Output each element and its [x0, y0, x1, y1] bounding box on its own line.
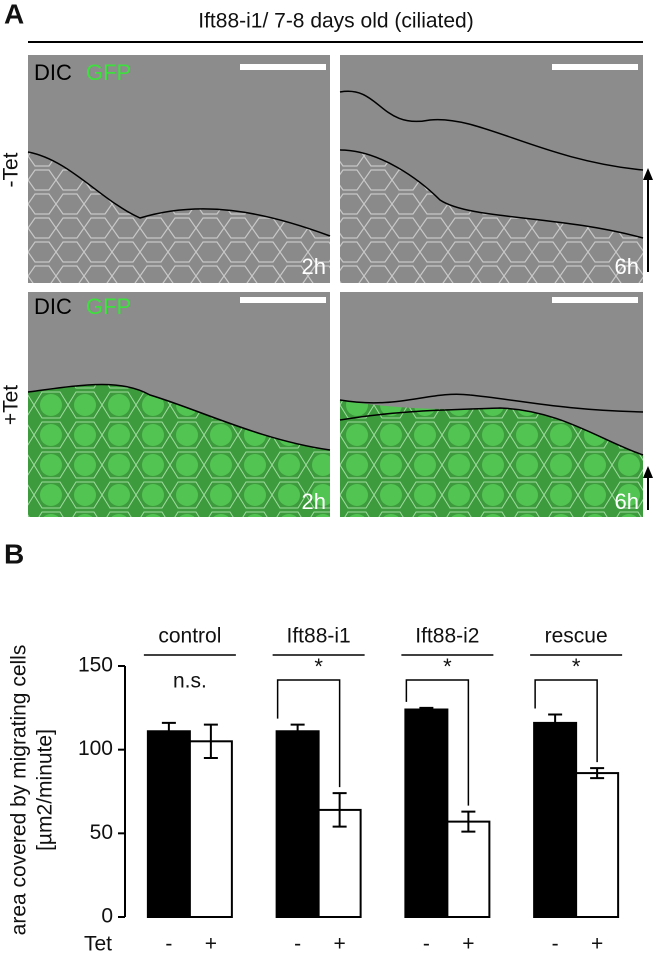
x-tick-label: +: [205, 933, 217, 956]
panel-letter: B: [4, 538, 24, 569]
error-bar: [548, 713, 563, 733]
image-top-left: [27, 55, 331, 283]
error-bar: [332, 792, 347, 828]
x-tick-label: -: [552, 933, 559, 956]
channel-label: DIC: [34, 294, 72, 319]
annotation: n.s.: [173, 670, 207, 693]
error-bar: [419, 706, 434, 713]
migration-arrow: [643, 168, 653, 510]
time-label: 6h: [615, 254, 639, 279]
x-tick-label: +: [591, 933, 603, 956]
y-axis-label: [µm2/minute]: [34, 729, 57, 851]
time-label: 6h: [615, 489, 639, 514]
y-tick-label: 150: [78, 654, 113, 677]
row-label: +Tet: [0, 385, 23, 425]
y-tick-label: 50: [90, 821, 113, 844]
group-label: control: [158, 625, 221, 648]
x-tick-label: +: [333, 933, 345, 956]
image-bottom-left: [27, 292, 331, 517]
panel-letter: A: [4, 0, 24, 29]
annotation: *: [443, 654, 452, 679]
bar: [575, 772, 620, 918]
channel-label: GFP: [86, 60, 131, 85]
error-bar: [290, 723, 305, 739]
significance-bracket: [534, 679, 598, 763]
channel-label: DIC: [34, 60, 72, 85]
error-bar: [461, 810, 476, 833]
x-axis-label: Tet: [84, 933, 112, 956]
x-tick-label: -: [165, 933, 172, 956]
image-top-right: [339, 55, 644, 283]
y-axis-label: area covered by migrating cells: [8, 645, 31, 936]
time-label: 2h: [302, 254, 326, 279]
group-label: Ift88-i2: [415, 625, 479, 648]
significance-bracket: [276, 679, 341, 788]
y-tick-label: 0: [101, 905, 113, 928]
significance-bracket: [405, 679, 470, 806]
bar: [446, 820, 491, 918]
error-bar: [161, 721, 176, 741]
bar: [275, 730, 320, 919]
x-tick-label: -: [423, 933, 430, 956]
bar: [188, 740, 233, 918]
annotation: *: [572, 654, 581, 679]
time-label: 2h: [302, 489, 326, 514]
group-label: Ift88-i1: [287, 625, 351, 648]
group-label: rescue: [545, 625, 608, 648]
row-label: -Tet: [0, 152, 23, 187]
y-tick-label: 100: [78, 737, 113, 760]
panel-title: Ift88-i1/ 7-8 days old (ciliated): [198, 10, 473, 33]
error-bar: [203, 723, 218, 760]
x-tick-label: -: [294, 933, 301, 956]
channel-label: GFP: [86, 294, 131, 319]
bar: [146, 730, 191, 919]
x-tick-label: +: [462, 933, 474, 956]
annotation: *: [314, 654, 323, 679]
bar: [533, 721, 578, 918]
image-bottom-right: [339, 292, 644, 517]
error-bar: [590, 767, 605, 780]
bar: [404, 708, 449, 918]
